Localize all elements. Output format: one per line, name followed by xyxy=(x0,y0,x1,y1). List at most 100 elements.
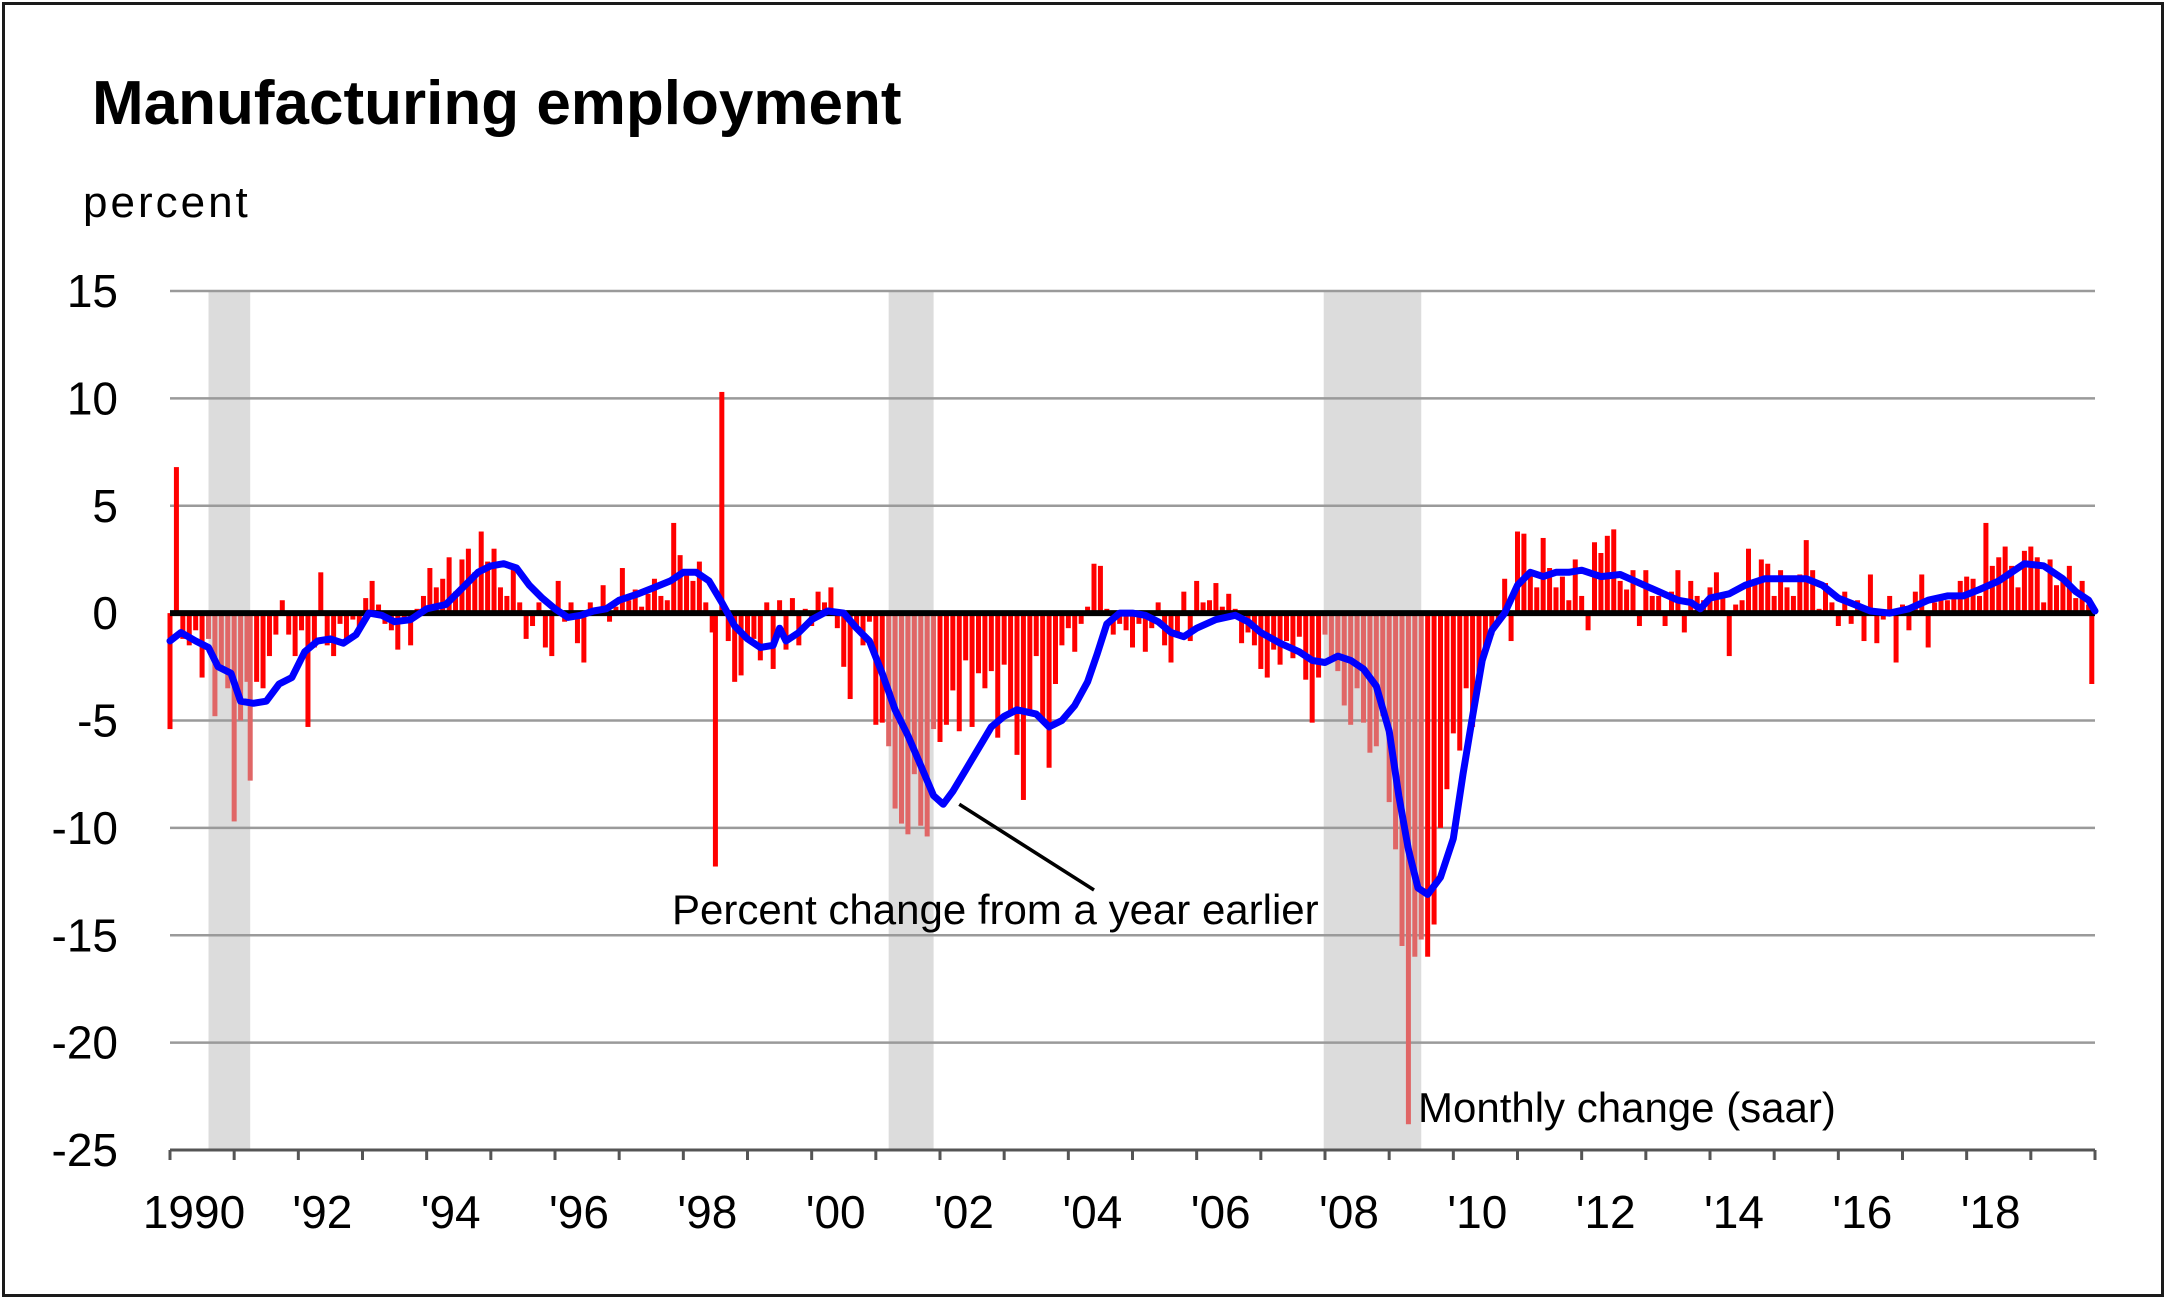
monthly-change-bar xyxy=(1810,570,1816,614)
monthly-change-bar xyxy=(337,613,343,624)
monthly-change-bar xyxy=(732,613,738,682)
annotation-leader-line xyxy=(958,802,1095,892)
monthly-change-bar xyxy=(1335,613,1341,672)
monthly-change-bar xyxy=(2060,578,2066,614)
monthly-change-bar xyxy=(1431,613,1437,925)
monthly-change-bar xyxy=(1675,570,1681,614)
monthly-change-bar xyxy=(956,613,962,732)
year-over-year-line xyxy=(166,560,2099,898)
x-tick-label: '02 xyxy=(934,1186,994,1238)
monthly-change-bar xyxy=(1880,613,1886,620)
x-tick-label: '10 xyxy=(1447,1186,1507,1238)
monthly-change-bar xyxy=(1226,593,1232,614)
monthly-change-bar xyxy=(369,580,375,614)
annotation-yoy-label: Percent change from a year earlier xyxy=(672,886,1319,933)
monthly-change-bar xyxy=(1284,613,1289,642)
monthly-change-bar xyxy=(1649,595,1655,614)
monthly-change-bar xyxy=(1322,613,1328,635)
monthly-change-bar xyxy=(1123,613,1129,631)
monthly-change-bar xyxy=(1893,613,1899,663)
y-tick-label: -20 xyxy=(52,1017,118,1069)
monthly-change-bar xyxy=(343,613,349,642)
monthly-change-bar xyxy=(440,578,446,614)
monthly-change-bar xyxy=(305,613,311,727)
monthly-change-bar xyxy=(1271,613,1277,650)
monthly-change-bar xyxy=(1296,613,1302,637)
monthly-change-bar xyxy=(1977,595,1982,614)
monthly-change-bar xyxy=(1534,587,1540,614)
monthly-change-bar xyxy=(193,613,199,631)
monthly-change-bar xyxy=(1951,593,1957,614)
monthly-change-bar xyxy=(1771,595,1777,614)
monthly-change-bar xyxy=(587,602,593,614)
monthly-change-bar xyxy=(822,602,827,614)
monthly-change-bar xyxy=(238,613,244,721)
monthly-change-bar xyxy=(789,598,795,614)
monthly-change-bar xyxy=(1033,613,1039,657)
monthly-change-bar xyxy=(1989,565,1995,614)
monthly-change-bar xyxy=(815,591,821,614)
monthly-change-bar xyxy=(712,613,718,867)
monthly-change-bar xyxy=(376,604,382,614)
monthly-change-bar xyxy=(504,595,510,614)
monthly-change-bar xyxy=(186,613,192,646)
monthly-change-bar xyxy=(231,613,237,822)
monthly-change-bar xyxy=(1380,613,1386,717)
y-tick-label: -25 xyxy=(52,1124,118,1176)
monthly-change-bar xyxy=(1303,613,1309,680)
monthly-change-bar xyxy=(1508,613,1514,642)
monthly-change-bar xyxy=(658,595,664,614)
monthly-change-bar xyxy=(709,613,715,633)
monthly-change-bar xyxy=(1758,559,1764,614)
monthly-change-bar xyxy=(1887,595,1893,614)
gridlines xyxy=(170,289,2095,1044)
monthly-change-bar xyxy=(1373,613,1379,747)
monthly-change-bar xyxy=(1444,613,1450,790)
monthly-change-bar xyxy=(244,613,250,682)
monthly-change-bar xyxy=(1598,552,1604,614)
monthly-change-bar xyxy=(1097,565,1103,614)
monthly-change-bar xyxy=(1258,613,1264,669)
monthly-change-bar xyxy=(1405,613,1411,1125)
monthly-change-bar xyxy=(873,613,879,725)
monthly-change-bar xyxy=(395,613,401,650)
monthly-change-bar xyxy=(356,613,362,631)
monthly-change-bar xyxy=(1219,606,1225,614)
monthly-change-bar xyxy=(1752,583,1758,614)
monthly-change-bar xyxy=(1072,613,1078,652)
monthly-change-bar xyxy=(764,602,770,614)
monthly-change-bar xyxy=(1835,613,1841,627)
monthly-change-bar xyxy=(1726,613,1732,657)
y-tick-label: 5 xyxy=(92,480,118,532)
monthly-change-bar xyxy=(2021,550,2027,614)
monthly-change-bar xyxy=(988,613,994,672)
monthly-change-bar xyxy=(963,613,969,661)
monthly-change-bar xyxy=(1572,559,1578,614)
monthly-change-bar xyxy=(1354,613,1360,689)
monthly-change-bar xyxy=(225,613,231,689)
monthly-change-bar xyxy=(995,613,1001,738)
monthly-change-bar xyxy=(1489,613,1495,635)
monthly-change-bar xyxy=(331,613,337,657)
monthly-change-bar xyxy=(568,602,574,614)
monthly-change-bar xyxy=(1020,613,1026,800)
monthly-change-bar xyxy=(2028,546,2034,614)
monthly-change-bar xyxy=(738,613,744,676)
monthly-change-bar xyxy=(173,467,179,614)
x-tick-label: '16 xyxy=(1832,1186,1892,1238)
monthly-change-bar xyxy=(651,578,657,614)
monthly-change-bar xyxy=(1155,602,1161,614)
monthly-change-bar xyxy=(1996,557,2002,614)
monthly-change-bar xyxy=(2073,598,2079,614)
monthly-change-bar xyxy=(427,568,433,614)
monthly-change-bar xyxy=(847,613,853,700)
monthly-change-bar xyxy=(1194,580,1200,614)
annotation-monthly-label: Monthly change (saar) xyxy=(1418,1084,1836,1131)
monthly-change-bar xyxy=(1636,613,1642,627)
monthly-change-bar xyxy=(745,613,750,642)
x-tick-label: '00 xyxy=(806,1186,866,1238)
monthly-change-bar xyxy=(1399,613,1405,946)
monthly-change-bar xyxy=(1867,574,1873,614)
monthly-change-bar xyxy=(937,613,943,742)
monthly-change-bar xyxy=(491,548,497,614)
